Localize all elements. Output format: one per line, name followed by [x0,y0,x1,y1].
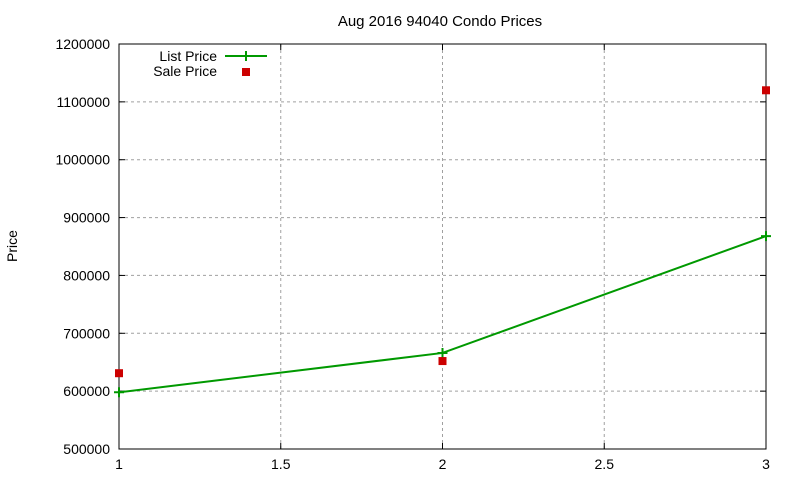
chart-title: Aug 2016 94040 Condo Prices [338,13,542,30]
grid [119,44,766,449]
y-tick-label: 1000000 [55,152,110,168]
axes: 500000 600000 700000 800000 900000 1000000 110… [55,36,770,472]
y-tick-label: 800000 [63,267,110,283]
x-tick-label: 1.5 [271,456,291,472]
y-tick-label: 500000 [63,441,110,457]
legend-sale-price-label: Sale Price [153,63,217,79]
sale-price-point [438,357,447,366]
y-tick-label: 600000 [63,383,110,399]
legend-list-price-label: List Price [159,48,217,64]
y-tick-label: 700000 [63,325,110,341]
sale-price-point [762,86,770,95]
y-tick-label: 1100000 [57,94,111,110]
y-axis-label: Price [4,230,20,262]
x-tick-label: 2.5 [595,456,615,472]
y-tick-label: 1200000 [55,36,110,52]
x-tick-label: 2 [439,456,447,472]
y-tick-label: 900000 [63,210,110,226]
x-tick-label: 3 [762,456,770,472]
series [114,86,771,398]
x-tick-label: 1 [115,456,123,472]
sale-price-point [115,369,123,378]
